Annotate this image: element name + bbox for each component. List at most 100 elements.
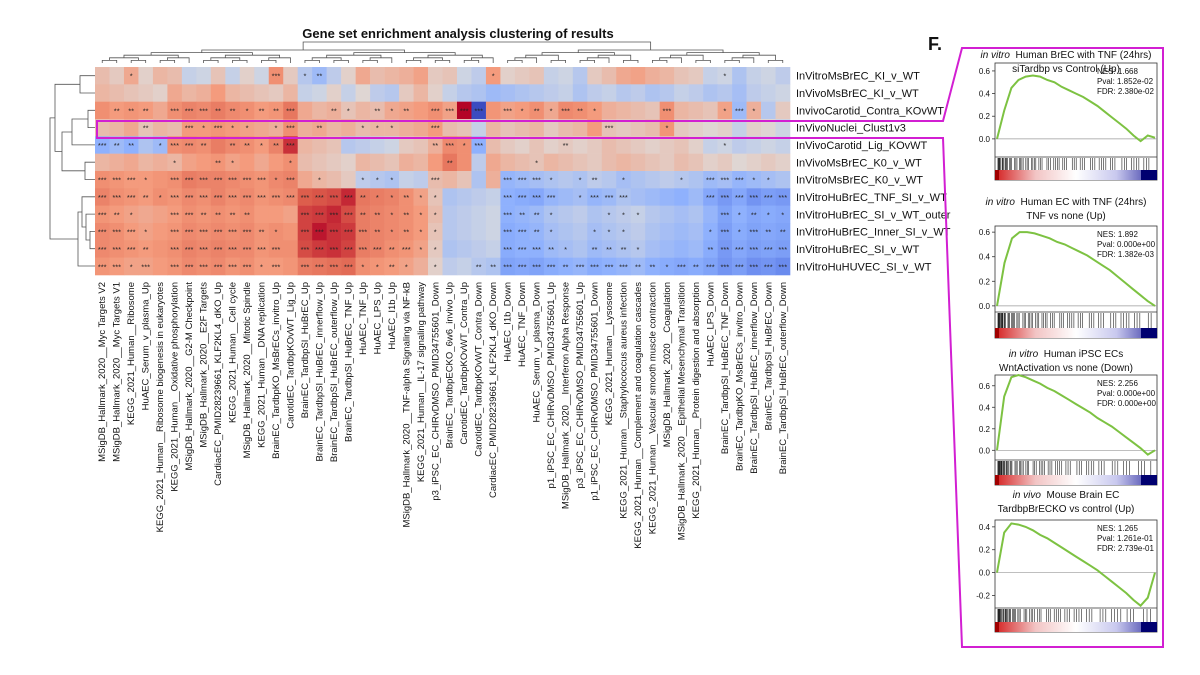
- heatmap-cell: [529, 240, 545, 258]
- heatmap-cell: [225, 171, 241, 189]
- heatmap-cell: [746, 101, 762, 120]
- significance-label: ***: [315, 228, 324, 237]
- heatmap-cell: [283, 67, 299, 85]
- significance-label: **: [114, 210, 120, 219]
- heatmap-cell: [558, 240, 574, 258]
- row-label: InVivoNuclei_Clust1v3: [796, 123, 906, 135]
- heatmap-cell: [659, 257, 675, 276]
- heatmap-cell: [254, 205, 270, 224]
- heatmap-cell: [341, 136, 356, 154]
- heatmap-cell: [297, 153, 313, 172]
- heatmap-cell: [239, 101, 255, 120]
- heatmap-cell: [775, 240, 791, 258]
- heatmap-cell: [239, 223, 255, 241]
- heatmap-cell: [413, 223, 429, 241]
- heatmap-cell: [428, 67, 443, 85]
- heatmap-cell: [558, 223, 574, 241]
- heatmap-cell: [645, 188, 660, 206]
- heatmap-cell: [312, 84, 327, 102]
- significance-label: ***: [344, 210, 353, 219]
- heatmap-cell: [616, 240, 632, 258]
- enrichment-curve: [996, 231, 1156, 307]
- significance-label: ***: [315, 245, 324, 254]
- significance-label: **: [230, 106, 236, 115]
- heatmap-cell: [399, 257, 414, 276]
- heatmap-cell: [543, 136, 559, 154]
- significance-label: *: [419, 245, 422, 254]
- heatmap-cell: [138, 205, 154, 224]
- heatmap-cell: [210, 205, 226, 224]
- heatmap-cell: [674, 101, 689, 120]
- heatmap-cell: [268, 240, 284, 258]
- heatmap-cell: [283, 153, 299, 172]
- heatmap-cell: [688, 240, 704, 258]
- dendrogram-link: [333, 60, 349, 63]
- heatmap-cell: [543, 171, 559, 189]
- significance-label: ***: [185, 245, 194, 254]
- heatmap-cell: [587, 136, 603, 154]
- heatmap-cell: [717, 136, 733, 154]
- heatmap-cell: [370, 153, 385, 172]
- significance-label: ***: [518, 245, 527, 254]
- heatmap-cell: [95, 101, 110, 120]
- heatmap-cell: [138, 119, 154, 137]
- heatmap-cell: [225, 84, 241, 102]
- heatmap-cell: [616, 188, 632, 206]
- significance-label: **: [403, 193, 409, 202]
- heatmap-cell: [196, 205, 212, 224]
- heatmap-cell: [485, 67, 501, 85]
- heatmap-cell: [587, 223, 603, 241]
- significance-label: ***: [185, 210, 194, 219]
- heatmap-cell: [703, 136, 718, 154]
- significance-label: ***: [214, 262, 223, 271]
- heatmap-cell: [138, 223, 154, 241]
- heatmap-cell: [384, 136, 400, 154]
- significance-label: **: [534, 106, 540, 115]
- heatmap-cell: [703, 84, 718, 102]
- heatmap-cell: [95, 84, 110, 102]
- heatmap-cell: [688, 188, 704, 206]
- heatmap-cell: [239, 205, 255, 224]
- column-label: HuAEC_Serum_v_plasma_Up: [141, 282, 152, 410]
- significance-label: **: [563, 262, 569, 271]
- significance-label: *: [622, 228, 625, 237]
- significance-label: *: [550, 176, 553, 185]
- heatmap-cell: [529, 101, 545, 120]
- significance-label: **: [259, 228, 265, 237]
- row-label: InVivoMsBrEC_KI_v_WT: [796, 88, 919, 100]
- heatmap-cell: [109, 205, 125, 224]
- heatmap-cell: [442, 153, 458, 172]
- significance-label: *: [434, 262, 437, 271]
- heatmap-cell: [384, 223, 400, 241]
- heatmap-cell: [399, 223, 414, 241]
- heatmap-cell: [167, 67, 183, 85]
- heatmap-cell: [500, 171, 516, 189]
- gsea-stat: FDR: 0.000e+00: [1097, 399, 1156, 408]
- enrichment-curve: [996, 74, 1156, 143]
- heatmap-cell: [514, 153, 530, 172]
- dendrogram-link: [203, 60, 219, 63]
- column-label: KEGG_2021_Human__DNA replication: [257, 282, 268, 448]
- heatmap-cell: [529, 153, 545, 172]
- significance-label: **: [403, 210, 409, 219]
- significance-label: ***: [503, 262, 512, 271]
- heatmap-cell: [529, 257, 545, 276]
- heatmap-cell: [152, 240, 168, 258]
- significance-label: *: [390, 228, 393, 237]
- heatmap-cell: [268, 101, 284, 120]
- heatmap-cell: [297, 257, 313, 276]
- heatmap-cell: [413, 205, 429, 224]
- heatmap-cell: [341, 188, 356, 206]
- heatmap-cell: [674, 67, 689, 85]
- heatmap-cell: [674, 257, 689, 276]
- significance-label: ***: [431, 176, 440, 185]
- heatmap-cell: [616, 119, 632, 137]
- significance-label: **: [128, 106, 134, 115]
- heatmap-cell: [717, 205, 733, 224]
- heatmap-cell: [732, 188, 747, 206]
- heatmap-title: Gene set enrichment analysis clustering …: [302, 26, 613, 41]
- heatmap-cell: [674, 223, 689, 241]
- significance-label: ***: [547, 193, 556, 202]
- column-label: BrainEC_TardbpSI_HuBrEC_TNF_Down: [720, 282, 731, 454]
- highlight-frame: [96, 47, 1164, 648]
